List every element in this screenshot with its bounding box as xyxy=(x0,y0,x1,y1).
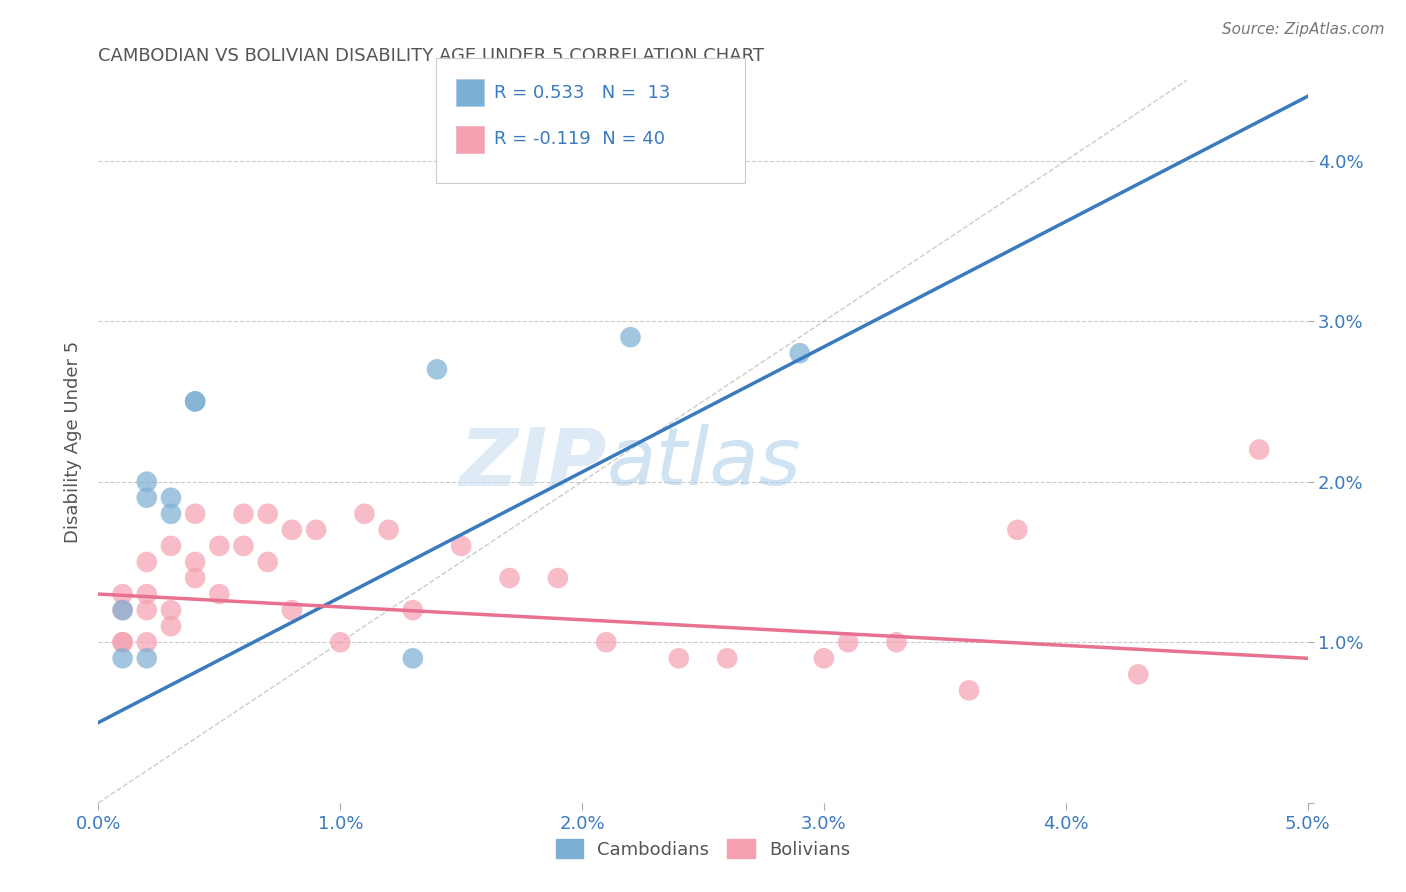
Point xyxy=(111,635,134,649)
Point xyxy=(619,330,641,344)
Point xyxy=(184,571,207,585)
Point xyxy=(160,603,183,617)
Point xyxy=(111,587,134,601)
Text: Source: ZipAtlas.com: Source: ZipAtlas.com xyxy=(1222,22,1385,37)
Point xyxy=(135,475,157,489)
Point xyxy=(595,635,617,649)
Text: CAMBODIAN VS BOLIVIAN DISABILITY AGE UNDER 5 CORRELATION CHART: CAMBODIAN VS BOLIVIAN DISABILITY AGE UND… xyxy=(98,47,765,65)
Point xyxy=(160,491,183,505)
Point xyxy=(886,635,908,649)
Point xyxy=(208,587,231,601)
Point xyxy=(135,635,157,649)
Point xyxy=(135,603,157,617)
Point xyxy=(716,651,738,665)
Point xyxy=(547,571,569,585)
Point xyxy=(1128,667,1150,681)
Text: R = -0.119  N = 40: R = -0.119 N = 40 xyxy=(494,130,665,148)
Point xyxy=(402,651,425,665)
Text: atlas: atlas xyxy=(606,425,801,502)
Point xyxy=(281,603,304,617)
Point xyxy=(135,491,157,505)
Point xyxy=(184,394,207,409)
Point xyxy=(1249,442,1271,457)
Point xyxy=(208,539,231,553)
Point xyxy=(160,507,183,521)
Point xyxy=(837,635,859,649)
Y-axis label: Disability Age Under 5: Disability Age Under 5 xyxy=(65,341,83,542)
Point xyxy=(135,651,157,665)
Point xyxy=(426,362,449,376)
Point xyxy=(135,555,157,569)
Point xyxy=(377,523,399,537)
Point xyxy=(498,571,520,585)
Point xyxy=(232,539,254,553)
Point xyxy=(353,507,375,521)
Point xyxy=(160,539,183,553)
Point xyxy=(184,555,207,569)
Point xyxy=(232,507,254,521)
Point xyxy=(789,346,811,360)
Point xyxy=(184,507,207,521)
Text: R = 0.533   N =  13: R = 0.533 N = 13 xyxy=(494,84,669,102)
Point xyxy=(281,523,304,537)
Point xyxy=(668,651,690,665)
Point xyxy=(135,587,157,601)
Point xyxy=(450,539,472,553)
Text: ZIP: ZIP xyxy=(458,425,606,502)
Point xyxy=(256,555,278,569)
Point xyxy=(111,651,134,665)
Point xyxy=(329,635,352,649)
Point xyxy=(111,603,134,617)
Point xyxy=(305,523,328,537)
Point xyxy=(111,635,134,649)
Point xyxy=(957,683,980,698)
Point xyxy=(813,651,835,665)
Point xyxy=(111,603,134,617)
Point xyxy=(184,394,207,409)
Point xyxy=(402,603,425,617)
Legend: Cambodians, Bolivians: Cambodians, Bolivians xyxy=(548,832,858,866)
Point xyxy=(1007,523,1029,537)
Point xyxy=(256,507,278,521)
Point xyxy=(160,619,183,633)
